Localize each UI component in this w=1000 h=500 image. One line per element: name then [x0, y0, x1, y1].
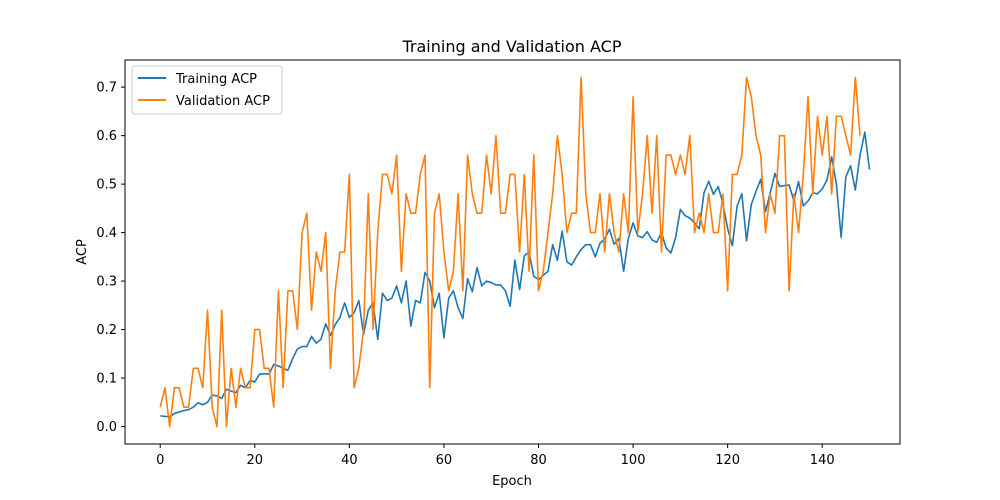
- series-layer: [159, 76, 871, 428]
- y-tick-label: 0.7: [96, 81, 117, 96]
- x-tick-label: 140: [810, 453, 835, 468]
- legend-box: [131, 65, 283, 115]
- legend: Training ACP Validation ACP: [131, 65, 283, 115]
- x-tick-label: 0: [156, 453, 164, 468]
- x-tick-label: 40: [341, 453, 358, 468]
- y-tick-label: 0.3: [96, 275, 117, 290]
- x-tick-label: 120: [715, 453, 740, 468]
- y-axis-title: ACP: [75, 239, 90, 265]
- series-line-training: [160, 131, 871, 418]
- x-axis-title: Epoch: [492, 474, 532, 489]
- legend-label-training: Training ACP: [175, 72, 257, 87]
- chart-title: Training and Validation ACP: [402, 37, 622, 56]
- y-tick-label: 0.1: [96, 372, 117, 387]
- x-tick-label: 60: [436, 453, 453, 468]
- y-tick-label: 0.2: [96, 323, 117, 338]
- y-axis: 0.0 0.1 0.2 0.3 0.4 0.5 0.6 0.7: [96, 81, 125, 435]
- y-tick-label: 0.6: [96, 129, 117, 144]
- y-tick-label: 0.5: [96, 178, 117, 193]
- x-tick-label: 80: [530, 453, 547, 468]
- x-tick-label: 20: [247, 453, 264, 468]
- legend-label-validation: Validation ACP: [176, 94, 270, 109]
- plot-frame: [124, 59, 901, 445]
- x-tick-label: 100: [621, 453, 646, 468]
- y-tick-label: 0.4: [96, 226, 117, 241]
- y-tick-label: 0.0: [96, 420, 117, 435]
- x-axis: 0 20 40 60 80 100 120 140: [156, 444, 835, 468]
- series-line-validation: [159, 76, 861, 428]
